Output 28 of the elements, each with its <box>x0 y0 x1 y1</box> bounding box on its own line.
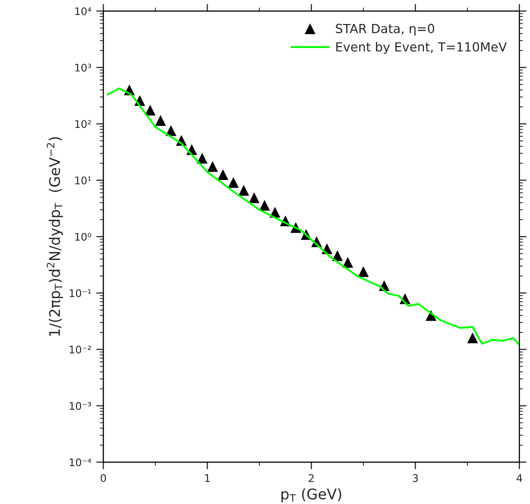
y-tick-label: 10¹ <box>75 176 91 184</box>
point <box>238 185 250 196</box>
y-tick-label: 10⁻² <box>70 346 91 354</box>
point <box>228 177 239 188</box>
x-tick-label: 0 <box>100 474 106 482</box>
x-tick-label: 3 <box>412 474 418 482</box>
point <box>259 200 270 211</box>
point <box>467 332 478 344</box>
x-tick-label: 2 <box>308 474 314 482</box>
point <box>248 192 260 204</box>
point <box>155 115 166 126</box>
point <box>218 169 228 180</box>
y-tick-label: 10⁻¹ <box>70 289 91 298</box>
y-tick-label: 10³ <box>75 64 92 72</box>
point <box>358 266 369 277</box>
legend-label: STAR Data, η=0 <box>336 24 434 36</box>
point <box>144 104 156 116</box>
y-tick-label: 10⁴ <box>75 7 92 16</box>
point <box>207 161 218 172</box>
legend-label: Event by Event, T=110MeV <box>336 42 507 54</box>
y-tick-label: 10⁻³ <box>70 402 92 410</box>
x-tick-label: 4 <box>516 474 522 482</box>
x-axis-title: p$_{T}$ (GeV) <box>281 488 342 502</box>
x-tick-label: 1 <box>205 474 210 482</box>
y-tick-label: 10⁻⁴ <box>70 458 92 466</box>
y-tick-label: 10² <box>75 120 91 128</box>
text: 1/(2πp$_{T}$)d$^{2}$N/dydp$_{T}$ (GeV$^{−2}$) <box>46 137 63 336</box>
y-tick-label: 10⁰ <box>75 232 92 241</box>
